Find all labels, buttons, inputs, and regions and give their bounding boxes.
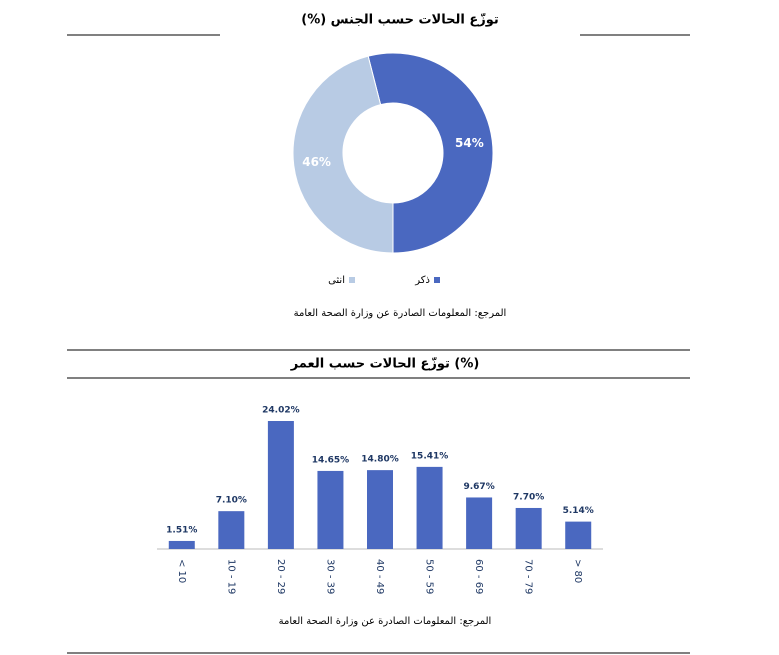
chart-title: توزّع الحالات حسب العمر (%) — [290, 356, 480, 371]
bar — [416, 466, 443, 549]
x-tick-label: 50 - 59 — [424, 559, 435, 594]
x-tick-label: 30 - 39 — [324, 559, 335, 594]
legend-label: انثى — [328, 275, 345, 286]
x-tick-label: 20 - 29 — [275, 559, 286, 594]
bar — [466, 497, 493, 549]
donut-slice — [292, 55, 394, 254]
bar — [317, 470, 344, 549]
data-label: 54% — [455, 136, 484, 150]
data-label: 5.14% — [563, 506, 594, 516]
x-tick-label: 60 - 69 — [473, 559, 484, 594]
data-label: 46% — [302, 155, 331, 169]
data-label: 15.41% — [411, 451, 449, 461]
legend-label: ذكر — [414, 275, 430, 286]
bar — [515, 507, 542, 549]
bar — [367, 470, 393, 549]
x-tick-label: 10 - 19 — [225, 559, 236, 594]
legend-swatch — [434, 277, 440, 283]
data-label: 14.80% — [361, 455, 399, 465]
x-tick-label: < 10 — [176, 559, 187, 583]
data-label: 24.02% — [262, 406, 300, 416]
data-label: 1.51% — [166, 525, 197, 535]
data-label: 7.70% — [513, 492, 544, 502]
x-tick-label: > 80 — [572, 559, 583, 583]
bar — [267, 421, 294, 549]
source: المرجع: المعلومات الصادرة عن وزارة الصحة… — [279, 616, 492, 627]
x-tick-label: 40 - 49 — [374, 559, 385, 594]
legend-swatch — [349, 277, 355, 283]
bar — [168, 540, 195, 549]
data-label: 14.65% — [312, 455, 350, 465]
data-label: 9.67% — [463, 482, 494, 492]
source: المرجع: المعلومات الصادرة عن وزارة الصحة… — [294, 308, 507, 319]
bar — [218, 511, 245, 549]
chart-title: توزّع الحالات حسب الجنس (%) — [301, 12, 499, 27]
data-label: 7.10% — [216, 496, 247, 506]
x-tick-label: 70 - 79 — [523, 559, 534, 594]
bar — [565, 521, 592, 549]
donut-slice — [367, 52, 494, 254]
